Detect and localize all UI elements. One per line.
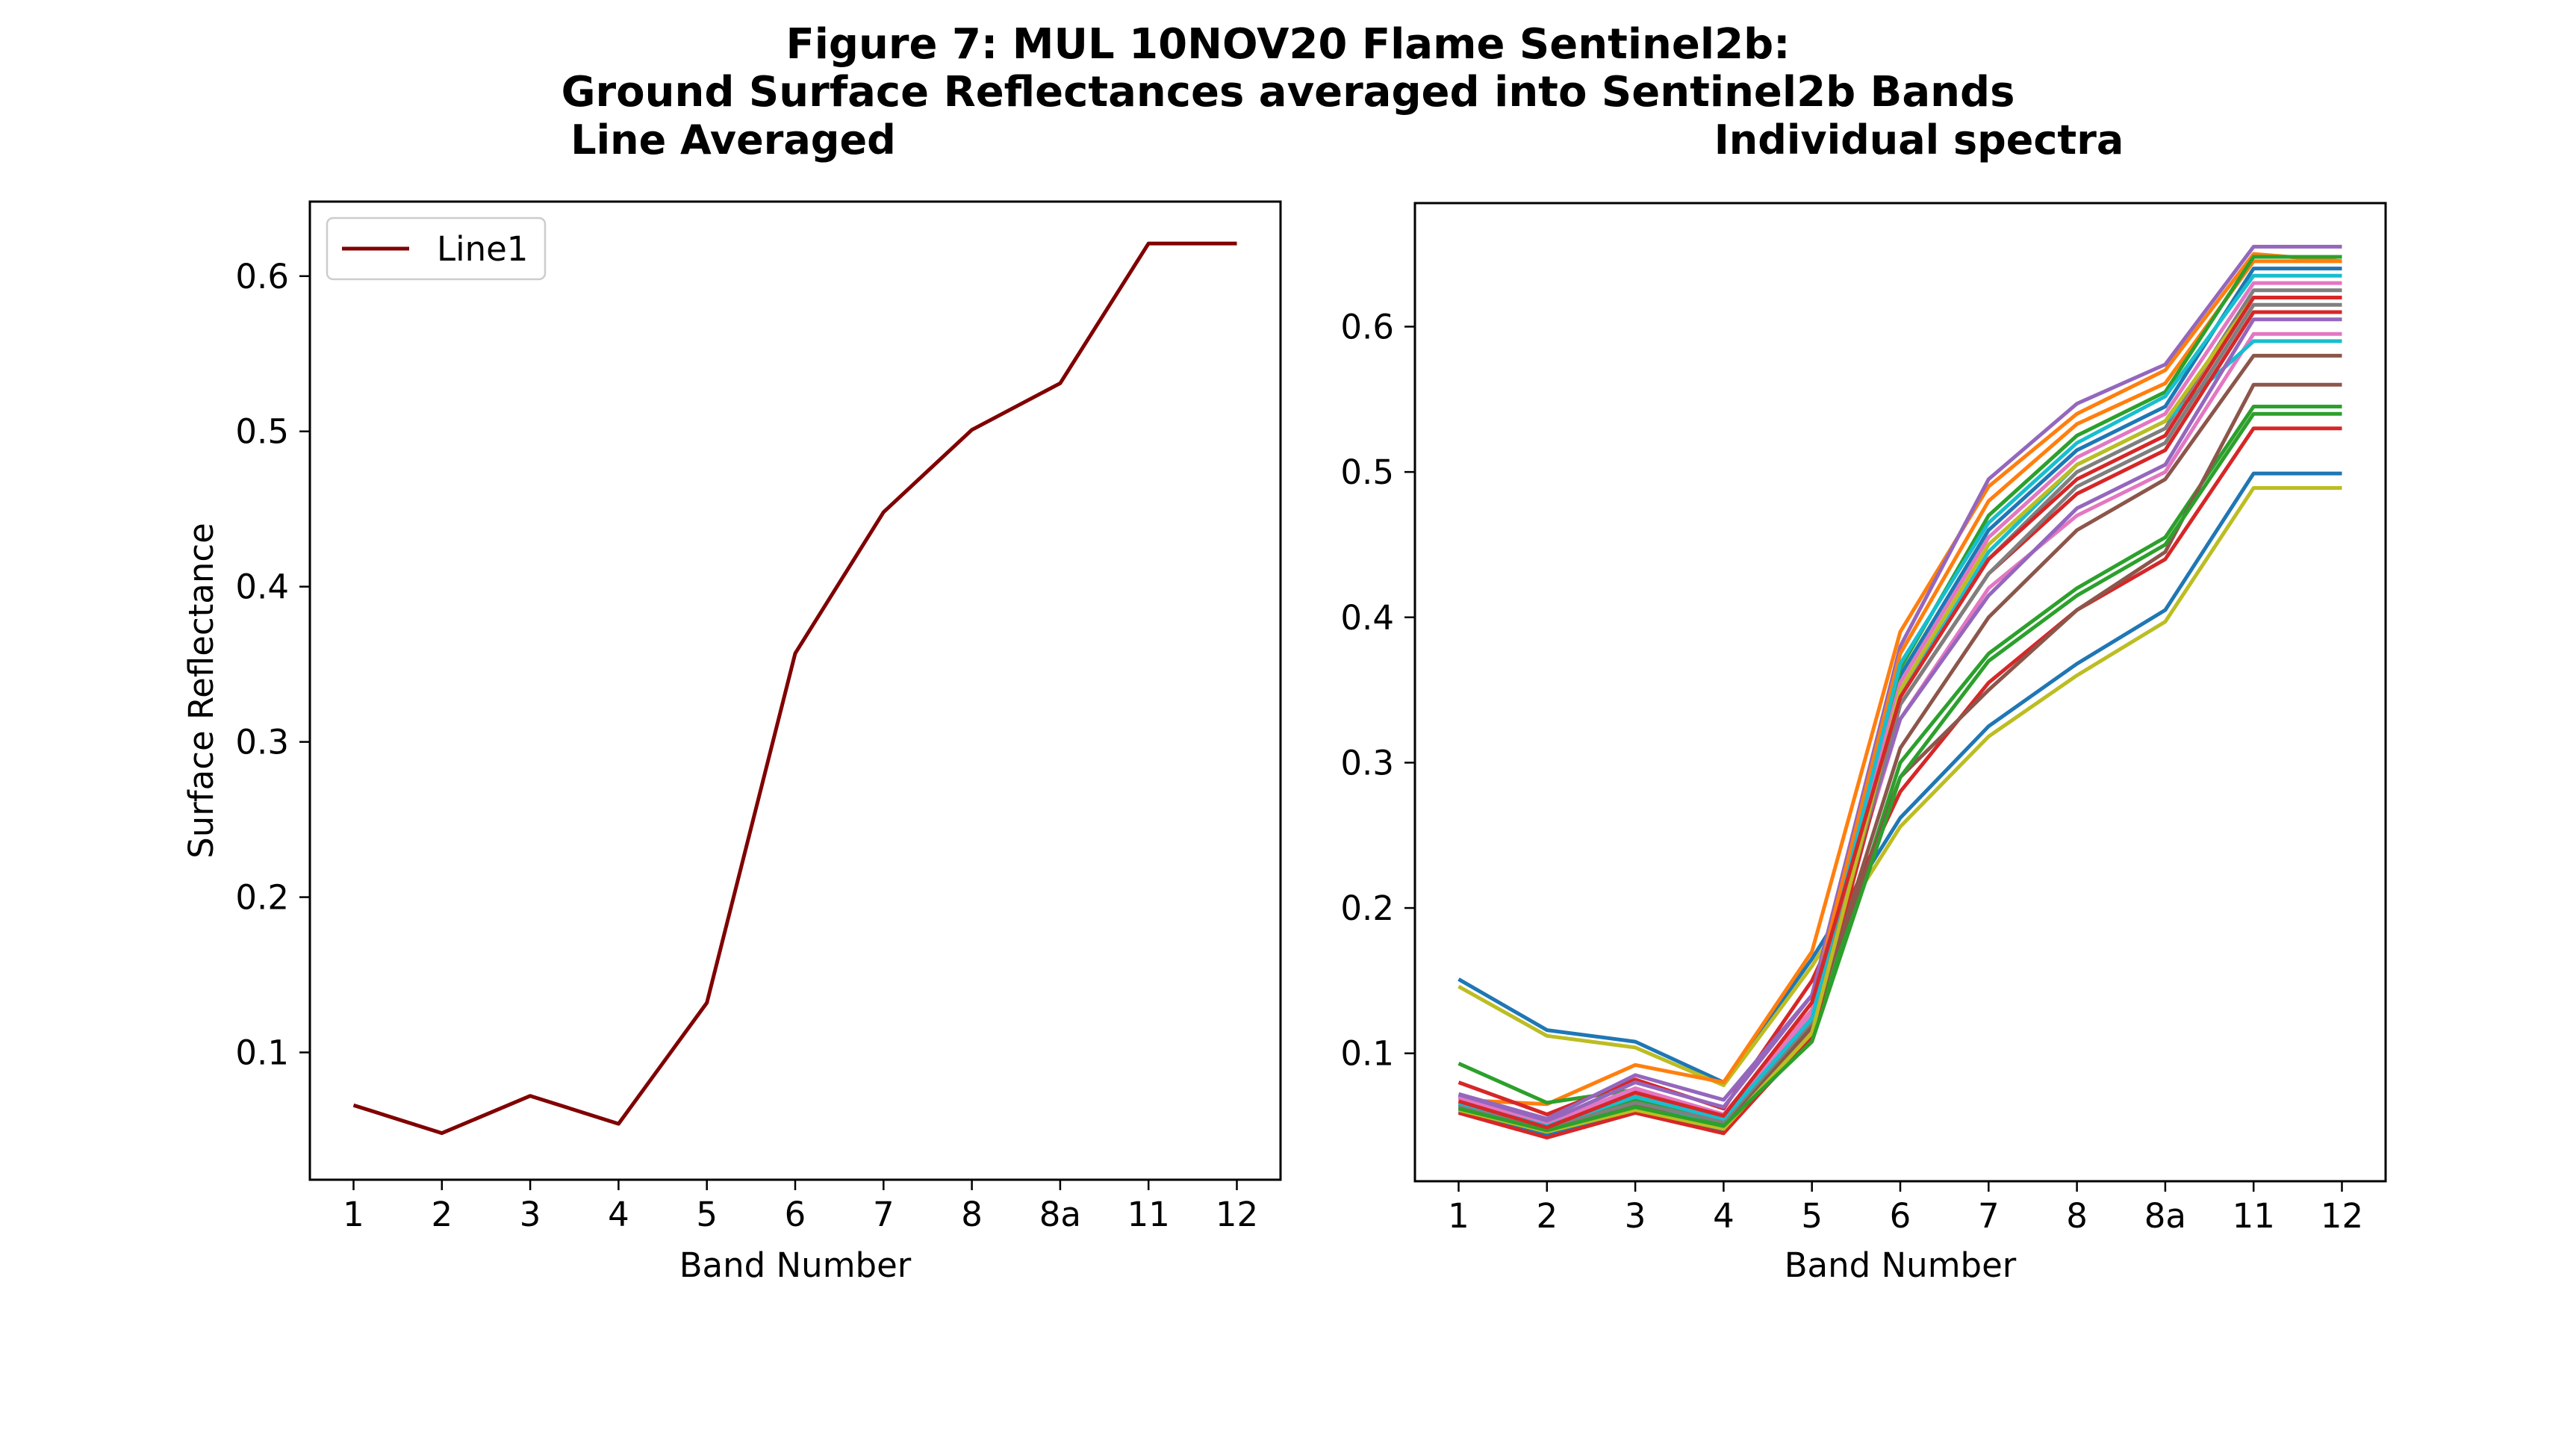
legend-box — [326, 217, 547, 281]
right-y-ticks: 0.1 0.2 0.3 0.4 0.5 0.6 — [1340, 307, 1415, 1074]
right-axes-title: Individual spectra — [1714, 116, 2124, 164]
spectrum-series-line-15 — [1457, 317, 2342, 1124]
y-tick-label: 0.4 — [235, 567, 289, 607]
x-tick-label: 1 — [1448, 1196, 1469, 1236]
x-tick-label: 12 — [1216, 1195, 1258, 1234]
x-tick-label: 11 — [1127, 1195, 1170, 1234]
y-tick-label: 0.3 — [1340, 743, 1394, 783]
spectrum-series-line-1 — [1457, 471, 2342, 1085]
x-tick-label: 8a — [1039, 1195, 1081, 1234]
x-tick-label: 6 — [1890, 1196, 1911, 1236]
x-tick-label: 8a — [2144, 1196, 2186, 1236]
y-tick-label: 0.4 — [1340, 598, 1394, 638]
spectrum-series-line-20 — [1457, 273, 2342, 1128]
x-tick-label: 6 — [785, 1195, 806, 1234]
left-plot-lines — [352, 241, 1237, 1136]
left-y-ticks: 0.1 0.2 0.3 0.4 0.5 0.6 — [235, 257, 310, 1072]
x-tick-label: 8 — [961, 1195, 983, 1234]
left-x-ticks: 1 2 3 4 5 6 7 8 8a 11 12 — [343, 1180, 1258, 1234]
x-tick-label: 5 — [696, 1195, 718, 1234]
spectrum-series-line-6 — [1457, 244, 2342, 1121]
x-tick-label: 11 — [2233, 1196, 2275, 1236]
spectrum-series-line-22 — [1457, 296, 2342, 1130]
spectrum-series-line-19 — [1457, 296, 2342, 1134]
legend-label: Line1 — [437, 229, 528, 269]
right-x-ticks: 1 2 3 4 5 6 7 8 8a 11 12 — [1448, 1181, 2363, 1236]
line1-series-line — [352, 241, 1237, 1136]
y-tick-label: 0.6 — [235, 257, 289, 296]
x-tick-label: 3 — [520, 1195, 541, 1234]
left-axes-title: Line Averaged — [570, 116, 895, 164]
y-tick-label: 0.3 — [235, 723, 289, 762]
x-tick-label: 1 — [343, 1195, 364, 1234]
y-tick-label: 0.5 — [1340, 452, 1394, 492]
x-tick-label: 7 — [1978, 1196, 2000, 1236]
spectrum-series-line-3 — [1458, 252, 2342, 1107]
right-plot-lines — [1457, 244, 2342, 1140]
y-tick-label: 0.5 — [235, 412, 289, 452]
y-tick-label: 0.2 — [235, 878, 289, 918]
x-tick-label: 7 — [873, 1195, 895, 1234]
line-averaged-panel: Line Averaged 1 2 3 4 5 6 7 8 8a 11 12 0.10.20.30.… — [181, 116, 1282, 1285]
x-tick-label: 4 — [1713, 1196, 1735, 1236]
figure-title-line-1: Figure 7: MUL 10NOV20 Flame Sentinel2b: — [785, 20, 1790, 69]
y-tick-label: 0.1 — [235, 1033, 289, 1072]
right-x-axis-label: Band Number — [1785, 1245, 2017, 1285]
x-tick-label: 12 — [2321, 1196, 2363, 1236]
x-tick-label: 2 — [431, 1195, 452, 1234]
y-tick-label: 0.2 — [1340, 889, 1394, 928]
spectrum-series-line-18 — [1457, 302, 2342, 1130]
left-y-axis-label: Surface Reflectance — [181, 523, 221, 859]
spectrum-series-line-21 — [1457, 411, 2342, 1133]
legend: Line1 — [326, 217, 547, 281]
x-tick-label: 8 — [2066, 1196, 2088, 1236]
x-tick-label: 3 — [1625, 1196, 1646, 1236]
y-tick-label: 0.1 — [1340, 1034, 1394, 1074]
individual-spectra-panel: Individual spectra 1 2 3 4 5 6 7 8 8a 11 12 0.10.2… — [1340, 116, 2387, 1285]
left-x-axis-label: Band Number — [679, 1245, 912, 1285]
x-tick-label: 5 — [1801, 1196, 1823, 1236]
figure-title-line-2: Ground Surface Reflectances averaged int… — [561, 68, 2015, 116]
x-tick-label: 4 — [608, 1195, 629, 1234]
x-tick-label: 2 — [1536, 1196, 1558, 1236]
y-tick-label: 0.6 — [1340, 307, 1394, 346]
spectrum-series-line-2 — [1457, 486, 2342, 1087]
